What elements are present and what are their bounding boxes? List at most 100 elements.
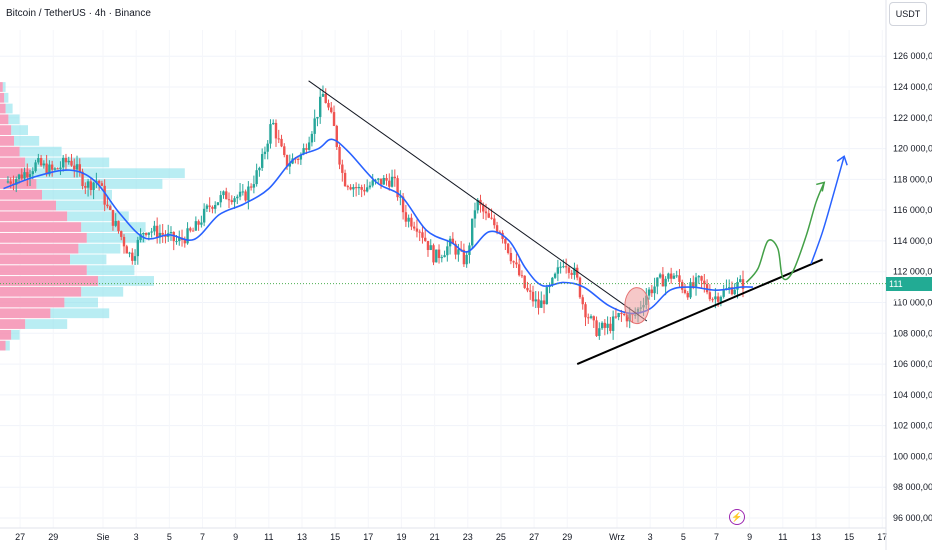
candle-body	[310, 133, 314, 143]
candle-body	[103, 185, 106, 205]
candle-body	[730, 287, 734, 295]
volume-profile-sell-bar	[0, 92, 5, 103]
candle-body	[50, 164, 54, 170]
candle-body	[142, 232, 145, 235]
currency-button[interactable]: USDT	[889, 2, 927, 26]
candle-body	[302, 148, 305, 155]
candle-body	[144, 232, 148, 235]
candle-body	[97, 180, 101, 184]
candle-body	[410, 217, 413, 227]
candle-body	[28, 174, 32, 178]
candle-body	[407, 217, 410, 222]
candle-body	[100, 183, 104, 186]
y-tick-label: 98 000,00	[893, 482, 932, 492]
y-tick-label: 118 000,00	[893, 174, 932, 184]
x-tick-label: 9	[747, 532, 752, 542]
candle-body	[404, 212, 408, 222]
candle-body	[81, 171, 84, 187]
candle-body	[451, 238, 455, 244]
candle-body	[172, 231, 175, 242]
candle-body	[335, 125, 338, 147]
candle-body	[567, 267, 571, 273]
candle-body	[219, 195, 222, 203]
candle-body	[697, 276, 700, 278]
candle-body	[277, 138, 280, 140]
candle-body	[529, 290, 532, 292]
x-tick-label: 5	[167, 532, 172, 542]
candle-body	[330, 107, 333, 113]
candle-body	[213, 204, 217, 209]
candle-body	[412, 226, 416, 229]
candle-body	[487, 213, 490, 218]
candle-body	[622, 313, 626, 315]
volume-profile-buy-bar	[42, 189, 112, 200]
green-projection-path	[745, 182, 825, 283]
volume-profile-sell-bar	[0, 243, 79, 254]
candle-body	[263, 151, 267, 155]
candle-body	[564, 266, 568, 268]
candle-body	[595, 320, 598, 336]
candle-body	[92, 182, 95, 190]
candle-body	[736, 281, 739, 290]
candle-body	[520, 275, 524, 277]
candle-body	[158, 232, 162, 238]
x-tick-label: 3	[134, 532, 139, 542]
volume-profile-buy-bar	[78, 243, 121, 254]
candle-body	[150, 231, 153, 233]
x-tick-label: 17	[363, 532, 373, 542]
candle-body	[227, 199, 231, 201]
volume-profile-buy-bar	[50, 308, 110, 319]
candle-body	[31, 171, 35, 175]
candle-body	[34, 162, 37, 172]
candle-body	[183, 239, 186, 244]
candle-body	[283, 146, 286, 155]
candle-body	[440, 257, 443, 259]
candle-body	[222, 191, 225, 196]
candle-body	[78, 164, 81, 172]
candle-body	[236, 196, 239, 199]
volume-profile-buy-bar	[30, 168, 185, 179]
candle-body	[15, 179, 18, 185]
candle-body	[321, 93, 325, 97]
candle-body	[280, 138, 283, 147]
candle-body	[683, 289, 687, 293]
candle-body	[106, 204, 109, 207]
y-tick-label: 126 000,00	[893, 51, 932, 61]
candle-body	[238, 191, 242, 197]
candle-body	[661, 274, 665, 287]
candle-body	[581, 297, 584, 305]
candle-body	[498, 231, 502, 233]
candle-body	[117, 220, 120, 232]
candle-body	[114, 220, 117, 226]
candle-body	[672, 275, 676, 279]
candle-body	[432, 245, 435, 263]
candle-body	[587, 317, 590, 319]
y-tick-label: 106 000,00	[893, 359, 932, 369]
candle-body	[305, 148, 308, 150]
x-tick-label: Wrz	[609, 532, 625, 542]
candle-body	[155, 225, 159, 238]
lightning-icon[interactable]: ⚡	[729, 509, 745, 525]
y-tick-label: 100 000,00	[893, 451, 932, 461]
candle-body	[556, 267, 560, 274]
candle-body	[526, 287, 529, 291]
green-arrowhead	[816, 181, 826, 192]
candle-body	[741, 279, 745, 290]
candle-body	[727, 287, 731, 289]
candle-body	[299, 154, 303, 160]
candle-body	[208, 205, 211, 207]
candle-body	[559, 266, 562, 268]
candle-body	[562, 266, 565, 268]
candle-body	[424, 237, 427, 241]
candle-body	[59, 167, 62, 170]
candle-body	[230, 200, 233, 203]
volume-profile-sell-bar	[0, 211, 68, 222]
volume-profile-buy-bar	[2, 82, 6, 92]
volume-profile-sell-bar	[0, 114, 9, 125]
candle-body	[625, 314, 629, 322]
candle-body	[178, 237, 181, 242]
candle-body	[658, 274, 662, 278]
candle-body	[382, 177, 385, 185]
candle-body	[584, 304, 587, 318]
